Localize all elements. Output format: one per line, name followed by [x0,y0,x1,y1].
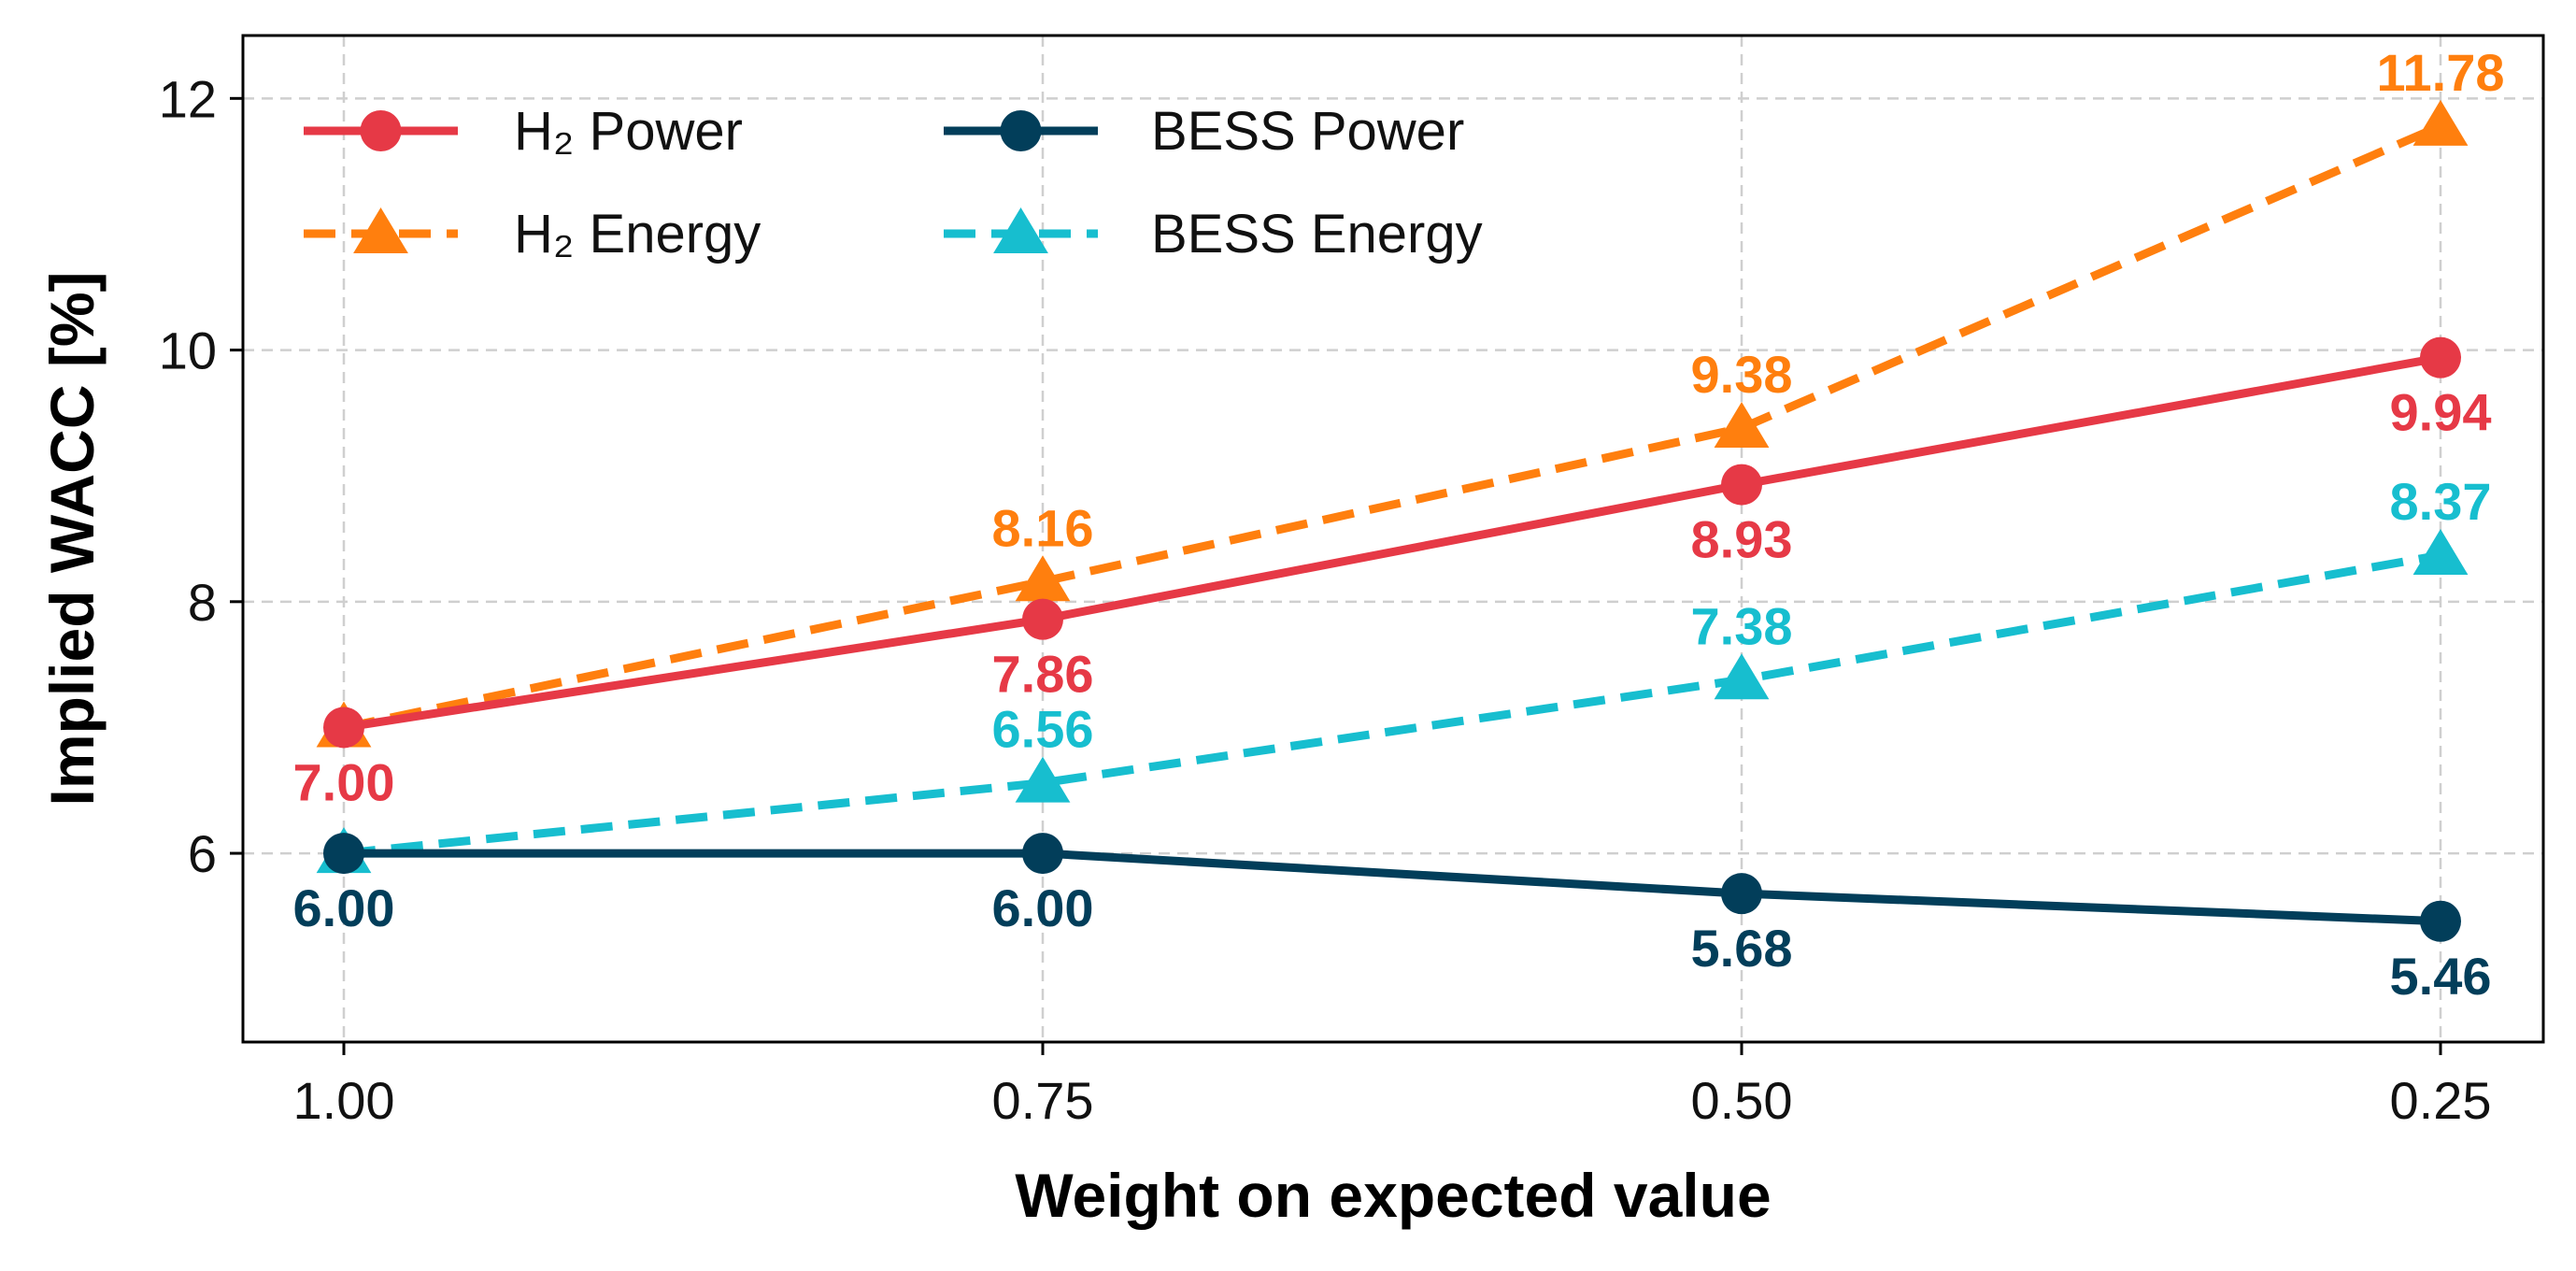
data-label: 6.56 [992,700,1094,759]
legend-label: BESS Energy [1151,204,1483,264]
legend-marker [1000,110,1042,151]
legend-entry: H₂ Energy [304,204,761,264]
data-point-marker [323,707,364,749]
x-tick-label: 1.00 [293,1071,395,1130]
series-line [343,353,2441,732]
data-label: 7.86 [992,645,1094,704]
y-tick-label: 6 [188,824,217,883]
data-label: 11.78 [2376,43,2504,102]
series-layer [316,99,2469,942]
data-label: 5.68 [1691,919,1793,978]
data-label: 7.00 [293,752,395,811]
x-tick-label: 0.25 [2390,1071,2492,1130]
data-point-marker [1721,464,1762,506]
series-line [344,849,2441,926]
data-point-marker [1022,598,1063,640]
y-tick-label: 10 [159,321,217,380]
y-tick-label: 12 [159,69,217,128]
data-labels: 8.16 9.38 11.78 7.00 7.86 8.93 9.94 6.56 7.38 8.3… [293,43,2505,1006]
series-line [343,550,2441,858]
data-label: 9.38 [1691,345,1793,404]
data-label: 6.00 [992,878,1094,937]
y-axis-title: Implied WACC [%] [37,272,107,807]
data-point-marker [1714,653,1770,700]
x-tick-label: 0.75 [992,1071,1094,1130]
legend-entry: BESS Energy [944,204,1483,264]
data-point-marker [1714,402,1770,449]
y-tick-label: 8 [188,573,217,632]
legend-marker [993,207,1048,253]
x-axis-title: Weight on expected value [1015,1161,1771,1230]
plot-frame [241,34,2545,1044]
legend-entry: BESS Power [944,101,1464,162]
data-point-marker [1015,555,1071,602]
data-point-marker [2420,336,2461,378]
data-label: 8.37 [2390,472,2492,531]
data-label: 5.46 [2390,947,2492,1006]
series-h-power [323,336,2461,749]
legend-marker [353,207,408,253]
legend-entry: H₂ Power [304,101,743,162]
data-point-marker [2412,529,2469,576]
data-point-marker [1022,833,1063,875]
axes: 6 8 10 12 1.00 0.75 0.50 0.25 [159,69,2492,1130]
legend-label: H₂ Power [514,101,743,162]
data-point-marker [2420,900,2461,942]
series-bess-power [323,833,2461,942]
data-point-marker [2412,99,2469,146]
x-tick-label: 0.50 [1691,1071,1793,1130]
legend-label: H₂ Energy [514,204,761,264]
legend-marker [360,110,402,151]
series-line [343,121,2442,732]
data-label: 9.94 [2390,383,2492,442]
legend-label: BESS Power [1151,101,1464,162]
data-point-marker [1721,873,1762,915]
data-label: 7.38 [1691,596,1793,655]
data-label: 8.16 [992,498,1094,557]
data-point-marker [323,833,364,875]
legend: H₂ Power H₂ Energy BESS Power BESS Energy [304,101,1483,264]
data-point-marker [1015,756,1071,803]
data-label: 6.00 [293,878,395,937]
data-label: 8.93 [1691,510,1793,569]
